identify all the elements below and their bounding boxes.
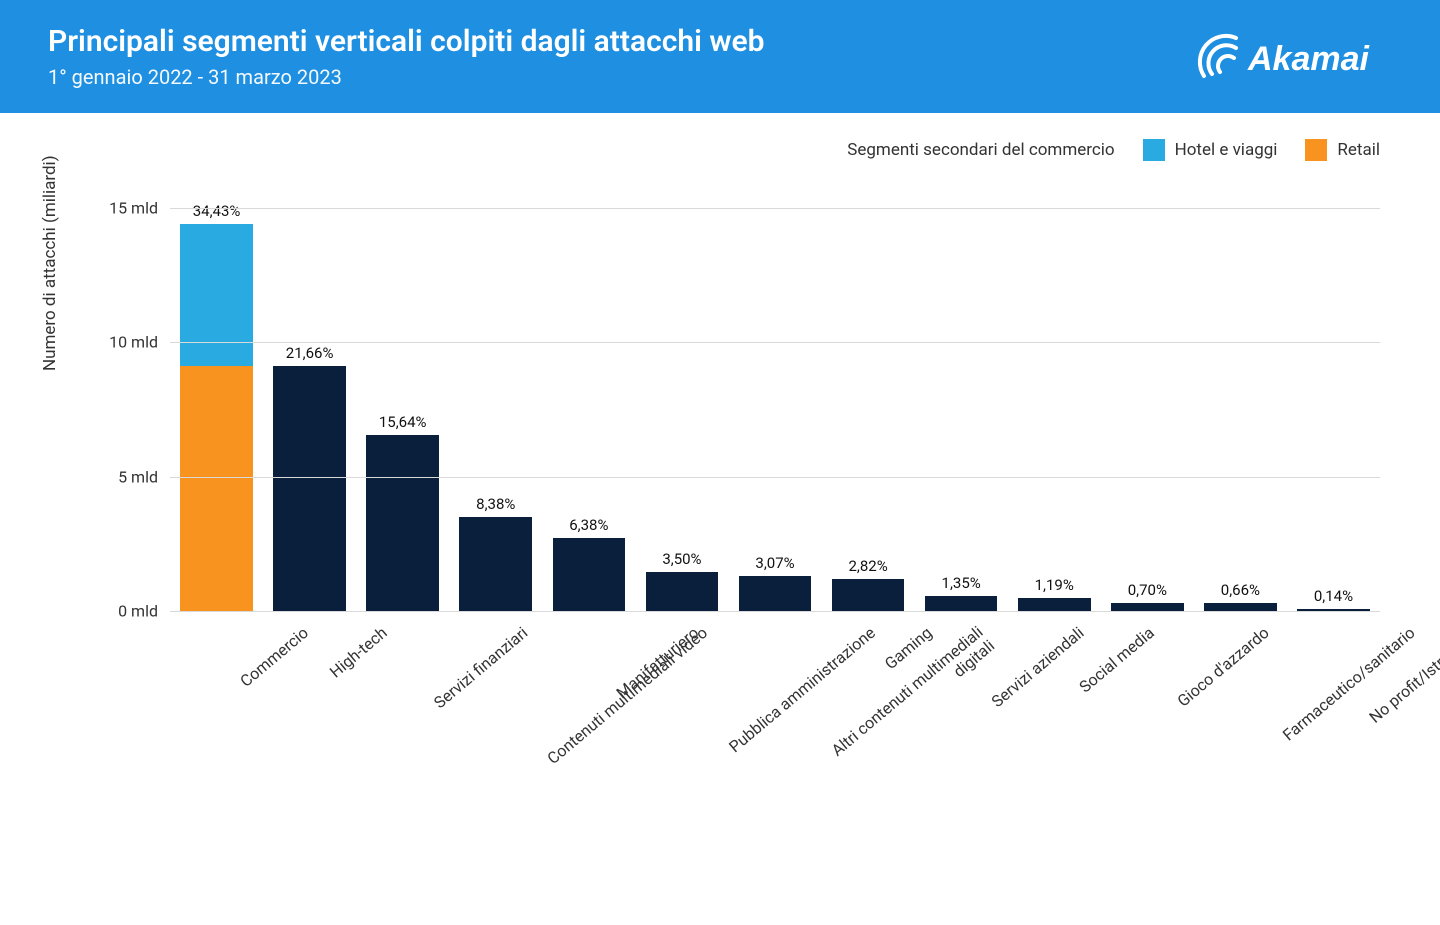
bar [832, 579, 905, 611]
bar-value-label: 0,66% [1221, 581, 1260, 599]
bar-segment [366, 435, 439, 611]
bar-slot: 8,38% [449, 181, 542, 611]
bar [646, 572, 719, 612]
bar [553, 538, 626, 611]
x-label-slot: Servizi finanziari [356, 611, 449, 821]
y-axis-label: Numero di attacchi (miliardi) [40, 155, 60, 371]
bar-segment [739, 576, 812, 611]
logo-text: Akamai [1247, 40, 1371, 78]
bar-slot: 0,70% [1101, 181, 1194, 611]
plot-area: 34,43% 21,66% 15,64% 8,38% 6,38% 3,50% 3,07% 2,… [170, 181, 1380, 611]
legend-swatch [1143, 139, 1165, 161]
bar-value-label: 3,07% [755, 554, 794, 572]
legend-label: Hotel e viaggi [1175, 140, 1278, 160]
bar-value-label: 6,38% [569, 516, 608, 534]
bar [459, 517, 532, 611]
bar-value-label: 0,70% [1128, 581, 1167, 599]
x-label-slot: Farmaceutico/sanitario [1194, 611, 1287, 821]
legend: Segmenti secondari del commercio Hotel e… [0, 113, 1440, 171]
grid-line [170, 208, 1380, 209]
bar [739, 576, 812, 611]
x-label-slot: Gaming [822, 611, 915, 821]
bar-slot: 1,35% [915, 181, 1008, 611]
x-label-slot: Social media [1008, 611, 1101, 821]
bar [925, 596, 998, 611]
x-label-slot: Pubblica amministrazione [635, 611, 728, 821]
y-tick-label: 0 mld [118, 602, 170, 621]
chart-title: Principali segmenti verticali colpiti da… [48, 24, 765, 59]
bar [1204, 603, 1277, 611]
bar-segment [1018, 598, 1091, 611]
bar-segment [180, 366, 253, 611]
bar-segment [925, 596, 998, 611]
bar-slot: 21,66% [263, 181, 356, 611]
bar-value-label: 1,19% [1035, 576, 1074, 594]
legend-label: Retail [1337, 140, 1380, 160]
bar-slot: 0,66% [1194, 181, 1287, 611]
bar-slot: 34,43% [170, 181, 263, 611]
bar-segment [646, 572, 719, 612]
y-tick-label: 15 mld [109, 198, 170, 217]
bar-slot: 6,38% [542, 181, 635, 611]
legend-item: Hotel e viaggi [1143, 139, 1278, 161]
x-label-slot: Contenuti multimediali video [449, 611, 542, 821]
bar-value-label: 21,66% [286, 344, 334, 362]
bar-slot: 2,82% [822, 181, 915, 611]
bar-slot: 3,50% [635, 181, 728, 611]
x-label-slot: Commercio [170, 611, 263, 821]
x-label-slot: Gioco d'azzardo [1101, 611, 1194, 821]
x-labels: CommercioHigh-techServizi finanziariCont… [170, 611, 1380, 821]
bar-segment [273, 366, 346, 611]
bar-segment [459, 517, 532, 611]
legend-item: Retail [1305, 139, 1380, 161]
x-label-slot: High-tech [263, 611, 356, 821]
bar-value-label: 2,82% [848, 557, 887, 575]
x-label-slot: Manifatturiero [542, 611, 635, 821]
bar [1018, 598, 1091, 611]
bar [273, 366, 346, 611]
legend-items: Hotel e viaggi Retail [1143, 139, 1380, 161]
bar [180, 224, 253, 611]
bar-segment [553, 538, 626, 611]
x-label-slot: No profit/Istruzione [1287, 611, 1380, 821]
bar [1111, 603, 1184, 611]
legend-swatch [1305, 139, 1327, 161]
bar-slot: 1,19% [1008, 181, 1101, 611]
bars-container: 34,43% 21,66% 15,64% 8,38% 6,38% 3,50% 3,07% 2,… [170, 181, 1380, 611]
bar-segment [832, 579, 905, 611]
grid-line [170, 477, 1380, 478]
bar-value-label: 1,35% [942, 574, 981, 592]
x-label-slot: Altri contenuti multimediali digitali [728, 611, 821, 821]
grid-line [170, 342, 1380, 343]
bar-slot: 3,07% [728, 181, 821, 611]
bar-slot: 0,14% [1287, 181, 1380, 611]
bar-segment [1111, 603, 1184, 611]
chart-subtitle: 1° gennaio 2022 - 31 marzo 2023 [48, 65, 765, 89]
bar-value-label: 8,38% [476, 495, 515, 513]
header-text: Principali segmenti verticali colpiti da… [48, 24, 765, 89]
bar-value-label: 34,43% [193, 202, 241, 220]
legend-title: Segmenti secondari del commercio [847, 140, 1114, 160]
bar-slot: 15,64% [356, 181, 449, 611]
y-tick-label: 10 mld [109, 333, 170, 352]
bar [366, 435, 439, 611]
bar-value-label: 3,50% [662, 550, 701, 568]
bar-segment [180, 224, 253, 366]
bar-value-label: 15,64% [379, 413, 427, 431]
y-tick-label: 5 mld [118, 467, 170, 486]
bar-value-label: 0,14% [1314, 587, 1353, 605]
bar-segment [1204, 603, 1277, 611]
akamai-logo: Akamai [1192, 30, 1392, 84]
x-label-slot: Servizi aziendali [915, 611, 1008, 821]
chart-header: Principali segmenti verticali colpiti da… [0, 0, 1440, 113]
chart: Numero di attacchi (miliardi) 34,43%21,6… [0, 171, 1440, 821]
